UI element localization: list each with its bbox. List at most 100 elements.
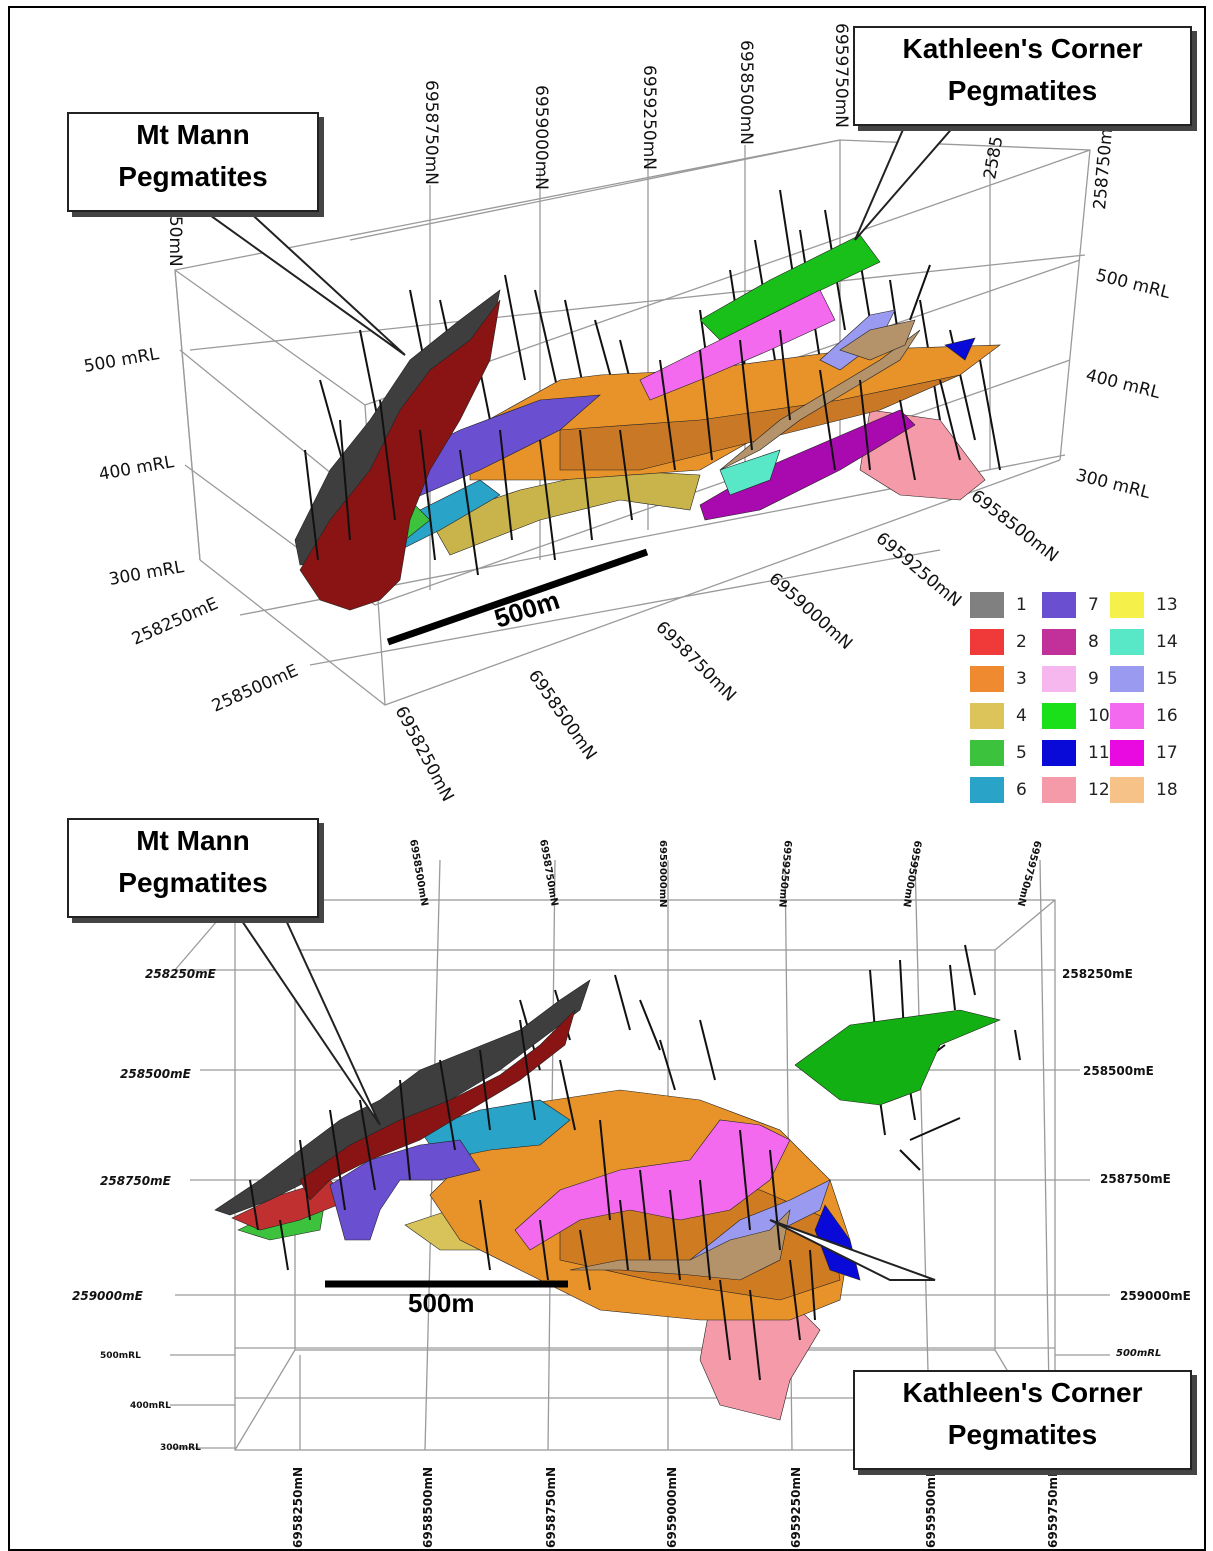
plan-view-svg: 500m 258250mE 258500mE 258750mE 259000mE… <box>72 839 1191 1548</box>
legend-label: 7 <box>1088 595 1099 615</box>
northing-label-top-6959250: 6959250mN <box>776 840 793 908</box>
easting-label-258250: 258250mE <box>129 594 221 650</box>
pegmatite-14 <box>719 449 781 496</box>
rl-label-left-500: 500mRL <box>100 1351 141 1361</box>
plan-callout-kathleen-line2: Pegmatites <box>947 1419 1098 1450</box>
pegmatite-7 <box>379 394 601 501</box>
northing-label-bottom-6958250: 6958250mN <box>291 1467 305 1548</box>
legend-label: 16 <box>1156 706 1178 726</box>
rl-label-left-400: 400mRL <box>130 1401 171 1411</box>
legend-label: 1 <box>1016 595 1027 615</box>
callout-kathleen-line2: Pegmatites <box>947 75 1098 106</box>
plan-callout-pointer-mt-mann <box>238 917 381 1126</box>
northing-label-top-6958500: 6958500mN <box>407 839 430 907</box>
plan-drill-holes-front <box>249 1019 816 1381</box>
rl-label-right-300: 300 mRL <box>1074 465 1153 503</box>
easting-label-left-258500: 258500mE <box>120 1067 192 1081</box>
northing-label-bottom-6958500: 6958500mN <box>421 1467 435 1548</box>
northing-label-top-6959000: 6959000mN <box>657 840 668 908</box>
legend-label: 5 <box>1016 743 1027 763</box>
pegmatite-4 <box>429 469 701 556</box>
easting-label-top-2585: 2585 <box>980 135 1007 181</box>
easting-label-right-258750: 258750mE <box>1100 1172 1171 1186</box>
northing-label-top-6959250: 6959250mN <box>639 65 659 170</box>
oblique-view-panel: 500m 500 mRL 400 mRL 300 mRL 500 mRL 400… <box>67 23 1192 818</box>
legend-swatch <box>1042 703 1076 729</box>
pegmatite-7 <box>329 1139 481 1241</box>
plan-callout-mt-mann-line2: Pegmatites <box>118 867 268 898</box>
easting-label-left-258250: 258250mE <box>145 967 217 981</box>
legend: 1 2 3 4 5 6 7 8 9 10 11 12 13 14 15 16 1… <box>966 588 1186 818</box>
oblique-view-svg: 500m 500 mRL 400 mRL 300 mRL 500 mRL 400… <box>82 23 1173 805</box>
legend-swatch <box>1042 777 1076 803</box>
pegmatite-16 <box>514 1119 791 1251</box>
callout-pointer-mt-mann <box>196 207 406 356</box>
pegmatite-10 <box>794 1009 1001 1106</box>
pegmatite-11 <box>814 1204 861 1281</box>
northing-label-top-6958500: 6958500mN <box>736 40 756 145</box>
easting-label-top-258750: 258750m <box>1090 128 1117 211</box>
pegmatite-18 <box>569 1209 791 1281</box>
legend-swatch <box>970 629 1004 655</box>
northing-label-top-6959750: 6959750mN <box>1015 839 1043 907</box>
legend-label: 17 <box>1156 743 1178 763</box>
northing-label-bottom-6959000: 6959000mN <box>765 569 856 654</box>
northing-label-bottom-6959000: 6959000mN <box>665 1467 679 1548</box>
legend-label: 15 <box>1156 669 1178 689</box>
easting-label-right-258500: 258500mE <box>1083 1064 1154 1078</box>
legend-swatch <box>970 740 1004 766</box>
legend-swatch <box>1110 592 1144 618</box>
pegmatite-18b <box>839 319 916 361</box>
legend-label: 9 <box>1088 669 1099 689</box>
easting-label-left-259000: 259000mE <box>72 1289 144 1303</box>
legend-label: 12 <box>1088 780 1110 800</box>
legend-label: 4 <box>1016 706 1027 726</box>
legend-swatch <box>1110 777 1144 803</box>
plan-view-panel: 500m 258250mE 258500mE 258750mE 259000mE… <box>0 800 1213 1551</box>
callout-mt-mann: Mt Mann Pegmatites <box>67 112 319 212</box>
rl-label-left-500: 500 mRL <box>82 344 161 377</box>
northing-label-top-6958750: 6958750mN <box>537 839 560 907</box>
easting-label-right-258250: 258250mE <box>1062 967 1133 981</box>
legend-swatch <box>1110 740 1144 766</box>
legend-label: 2 <box>1016 632 1027 652</box>
scale-bar <box>386 548 649 646</box>
northing-label-bottom-6959250: 6959250mN <box>872 529 965 612</box>
plan-callout-mt-mann: Mt Mann Pegmatites <box>67 818 319 918</box>
rl-label-right-500: 500 mRL <box>1094 265 1173 303</box>
legend-swatch <box>1110 703 1144 729</box>
northing-label-bottom-6958500b: 6958500mN <box>967 486 1062 566</box>
pegmatite-3-shade <box>559 374 961 471</box>
plan-callout-kathleen: Kathleen's Corner Pegmatites <box>853 1370 1192 1470</box>
legend-swatch <box>1042 592 1076 618</box>
northing-label-bottom-6959250: 6959250mN <box>789 1467 803 1548</box>
rl-label-right-500: 500mRL <box>1116 1348 1161 1359</box>
northing-label-bottom-6958500: 6958500mN <box>524 666 601 763</box>
northing-label-bottom-6958250: 6958250mN <box>391 703 458 805</box>
legend-swatch <box>970 592 1004 618</box>
northing-label-top-250: 250mN <box>165 205 185 267</box>
legend-swatch <box>1110 629 1144 655</box>
drill-holes-front <box>304 329 961 576</box>
legend-swatch <box>1042 740 1076 766</box>
rl-label-left-300: 300 mRL <box>107 557 186 590</box>
pegmatite-18 <box>719 329 921 471</box>
legend-label: 6 <box>1016 780 1027 800</box>
easting-label-258500: 258500mE <box>209 661 301 717</box>
northing-label-top-6959750: 6959750mN <box>831 23 851 128</box>
callout-mt-mann-line1: Mt Mann <box>136 119 250 150</box>
legend-label: 10 <box>1088 706 1110 726</box>
pegmatite-17 <box>699 409 916 521</box>
plan-callout-kathleen-line1: Kathleen's Corner <box>902 1377 1143 1408</box>
plan-callout-mt-mann-line1: Mt Mann <box>136 825 250 856</box>
callout-mt-mann-line2: Pegmatites <box>118 161 268 192</box>
legend-label: 3 <box>1016 669 1027 689</box>
northing-label-bottom-6959750: 6959750mN <box>1046 1467 1060 1548</box>
legend-swatch <box>970 666 1004 692</box>
legend-swatch <box>1042 666 1076 692</box>
legend-swatch <box>1042 629 1076 655</box>
plan-scale-bar-label: 500m <box>408 1288 475 1318</box>
northing-label-bottom-6958750: 6958750mN <box>544 1467 558 1548</box>
northing-label-top-6959000: 6959000mN <box>531 85 551 190</box>
legend-label: 18 <box>1156 780 1178 800</box>
